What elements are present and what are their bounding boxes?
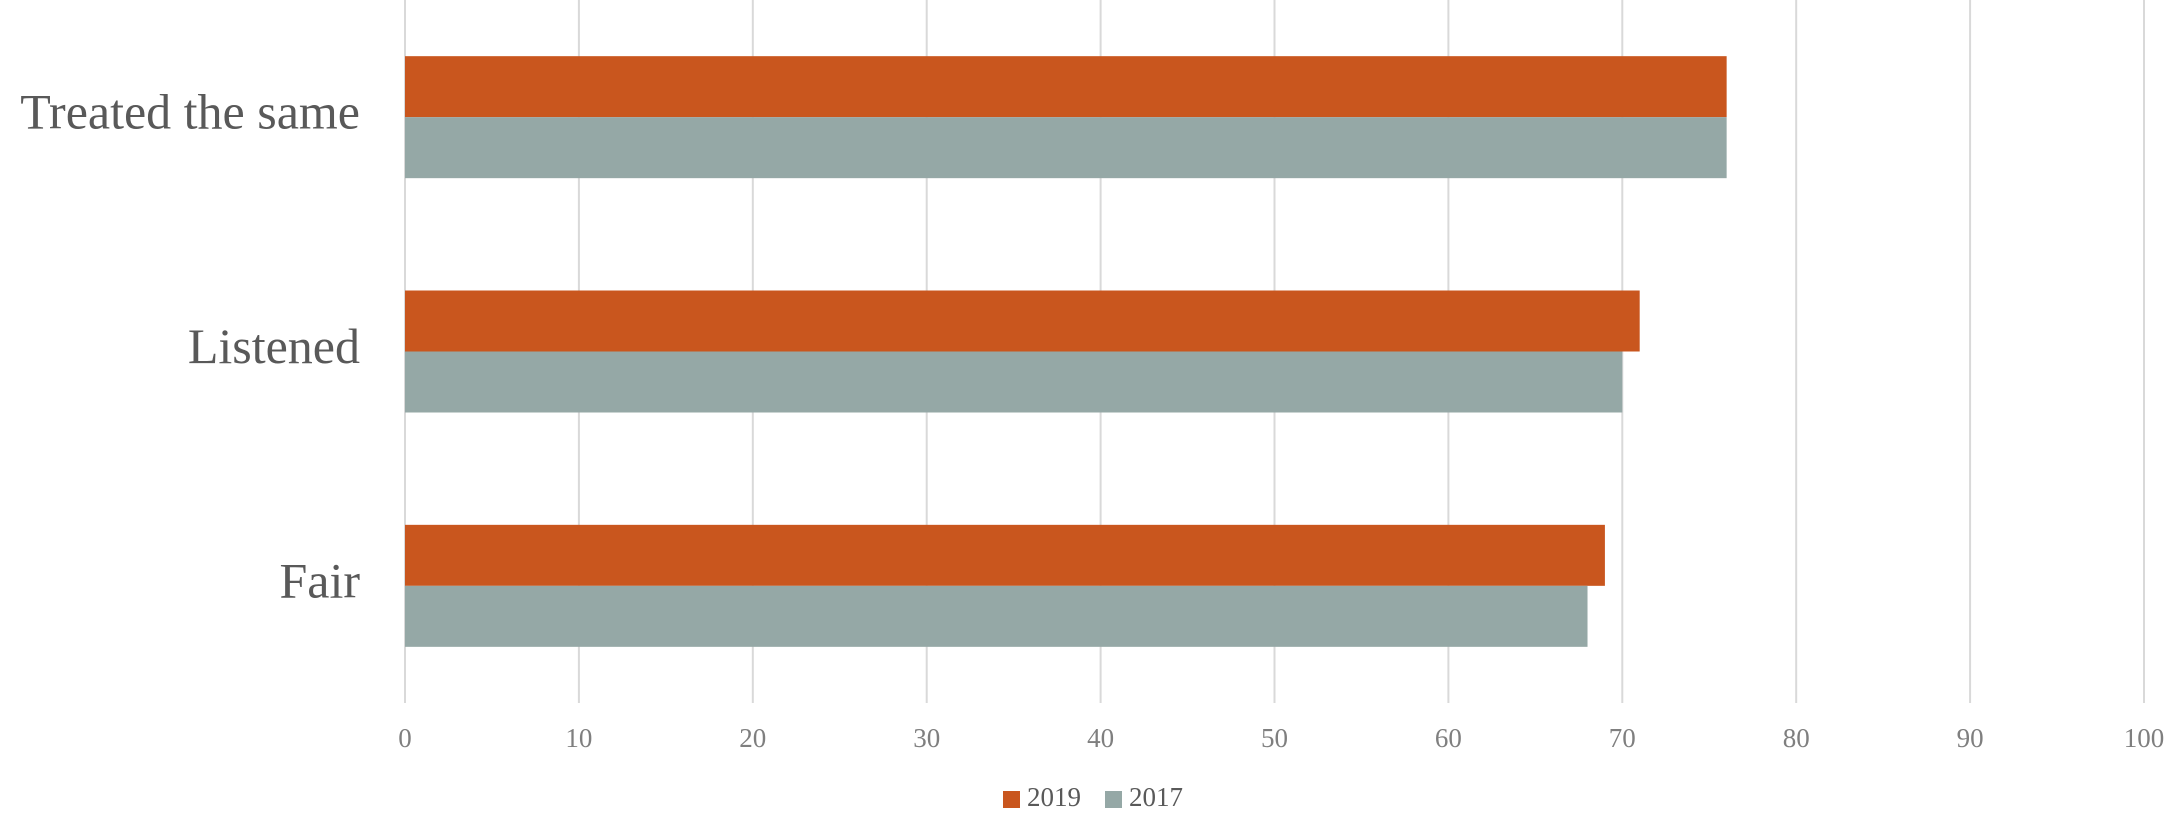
x-tick-label: 40 xyxy=(1087,723,1114,753)
x-tick-label: 0 xyxy=(398,723,412,753)
legend-swatch xyxy=(1003,791,1020,808)
x-tick-label: 80 xyxy=(1783,723,1810,753)
x-tick-label: 60 xyxy=(1435,723,1462,753)
category-label: Listened xyxy=(188,318,360,374)
legend-label: 2017 xyxy=(1129,782,1183,812)
bar xyxy=(405,524,1605,586)
x-tick-label: 70 xyxy=(1609,723,1636,753)
bar xyxy=(405,56,1727,118)
bar xyxy=(405,117,1727,179)
legend-swatch xyxy=(1105,791,1122,808)
x-tick-label: 90 xyxy=(1957,723,1984,753)
category-label: Fair xyxy=(279,552,360,608)
bar xyxy=(405,351,1623,413)
x-tick-label: 30 xyxy=(913,723,940,753)
x-tick-label: 10 xyxy=(565,723,592,753)
x-tick-label: 100 xyxy=(2124,723,2165,753)
legend-label: 2019 xyxy=(1027,782,1081,812)
x-tick-label: 20 xyxy=(739,723,766,753)
x-tick-label: 50 xyxy=(1261,723,1288,753)
bar xyxy=(405,585,1588,647)
category-label: Treated the same xyxy=(20,84,360,140)
bar xyxy=(405,290,1640,352)
